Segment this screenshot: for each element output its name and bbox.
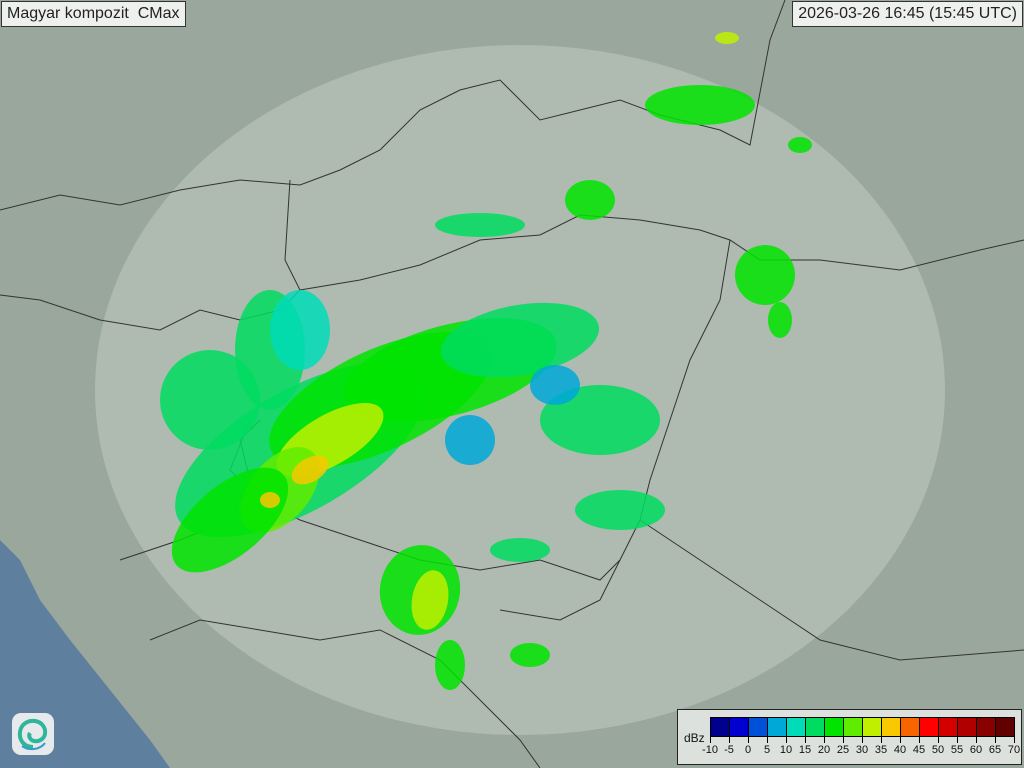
tick-mark xyxy=(805,737,806,743)
tick-mark xyxy=(976,737,977,743)
radar-coverage-area xyxy=(95,45,945,735)
legend-ticks: -10 -5 0 5 10 15 20 25 30 35 40 45 50 55 60 65 70 xyxy=(702,737,1020,757)
radar-echo xyxy=(575,490,665,530)
tick-mark xyxy=(1014,737,1015,743)
radar-echo xyxy=(411,570,449,630)
tick-label: -10 xyxy=(702,744,718,756)
tick-label: 45 xyxy=(912,744,926,756)
radar-echo xyxy=(645,85,755,125)
radar-echo xyxy=(540,385,660,455)
radar-echo xyxy=(565,180,615,220)
tick-mark xyxy=(786,737,787,743)
adriatic-sea xyxy=(0,540,170,768)
color-cell xyxy=(787,718,806,736)
radar-echo xyxy=(715,32,739,44)
swirl-logo-icon xyxy=(12,713,54,755)
radar-echo xyxy=(435,213,525,237)
dbz-legend: dBz -10 -5 0 5 10 15 20 25 30 35 40 45 50 55 60 65 70 xyxy=(677,709,1022,765)
tick-label: 40 xyxy=(893,744,907,756)
tick-mark xyxy=(900,737,901,743)
tick-mark xyxy=(957,737,958,743)
radar-echo xyxy=(490,538,550,562)
color-cell xyxy=(730,718,749,736)
tick-label: -5 xyxy=(724,744,734,756)
tick-label: 70 xyxy=(1007,744,1021,756)
color-cell xyxy=(806,718,825,736)
tick-mark xyxy=(919,737,920,743)
color-cell xyxy=(958,718,977,736)
product-title: Magyar kompozit CMax xyxy=(1,1,186,27)
color-cell xyxy=(844,718,863,736)
timestamp-label: 2026-03-26 16:45 (15:45 UTC) xyxy=(792,1,1023,27)
tick-label: 0 xyxy=(744,744,752,756)
radar-echo xyxy=(530,365,580,405)
tick-mark xyxy=(710,737,711,743)
color-cell xyxy=(749,718,768,736)
color-cell xyxy=(882,718,901,736)
color-cell xyxy=(996,718,1014,736)
tick-label: 65 xyxy=(988,744,1002,756)
radar-echo xyxy=(735,245,795,305)
radar-echo xyxy=(435,640,465,690)
tick-label: 60 xyxy=(969,744,983,756)
tick-label: 30 xyxy=(855,744,869,756)
radar-echoes xyxy=(160,32,812,690)
tick-mark xyxy=(767,737,768,743)
tick-mark xyxy=(862,737,863,743)
radar-echo xyxy=(510,643,550,667)
color-cell xyxy=(768,718,787,736)
tick-label: 20 xyxy=(817,744,831,756)
tick-mark xyxy=(843,737,844,743)
color-cell xyxy=(711,718,730,736)
tick-label: 5 xyxy=(763,744,771,756)
radar-echo xyxy=(440,302,600,378)
radar-echo xyxy=(171,467,289,573)
tick-label: 50 xyxy=(931,744,945,756)
tick-mark xyxy=(995,737,996,743)
radar-echo xyxy=(445,415,495,465)
radar-echo xyxy=(291,455,329,485)
color-cell xyxy=(920,718,939,736)
legend-unit: dBz xyxy=(684,731,705,745)
radar-echo xyxy=(260,492,280,508)
tick-label: 10 xyxy=(779,744,793,756)
radar-echo xyxy=(160,350,260,450)
color-cell xyxy=(863,718,882,736)
color-cell xyxy=(825,718,844,736)
tick-label: 25 xyxy=(836,744,850,756)
radar-echo xyxy=(768,302,792,338)
tick-label: 35 xyxy=(874,744,888,756)
tick-mark xyxy=(881,737,882,743)
tick-label: 55 xyxy=(950,744,964,756)
color-cell xyxy=(939,718,958,736)
color-cell xyxy=(977,718,996,736)
tick-mark xyxy=(729,737,730,743)
color-cell xyxy=(901,718,920,736)
tick-mark xyxy=(748,737,749,743)
tick-mark xyxy=(938,737,939,743)
radar-echo xyxy=(788,137,812,153)
tick-label: 15 xyxy=(798,744,812,756)
tick-mark xyxy=(824,737,825,743)
radar-echo xyxy=(270,290,330,370)
color-scale xyxy=(710,717,1015,737)
